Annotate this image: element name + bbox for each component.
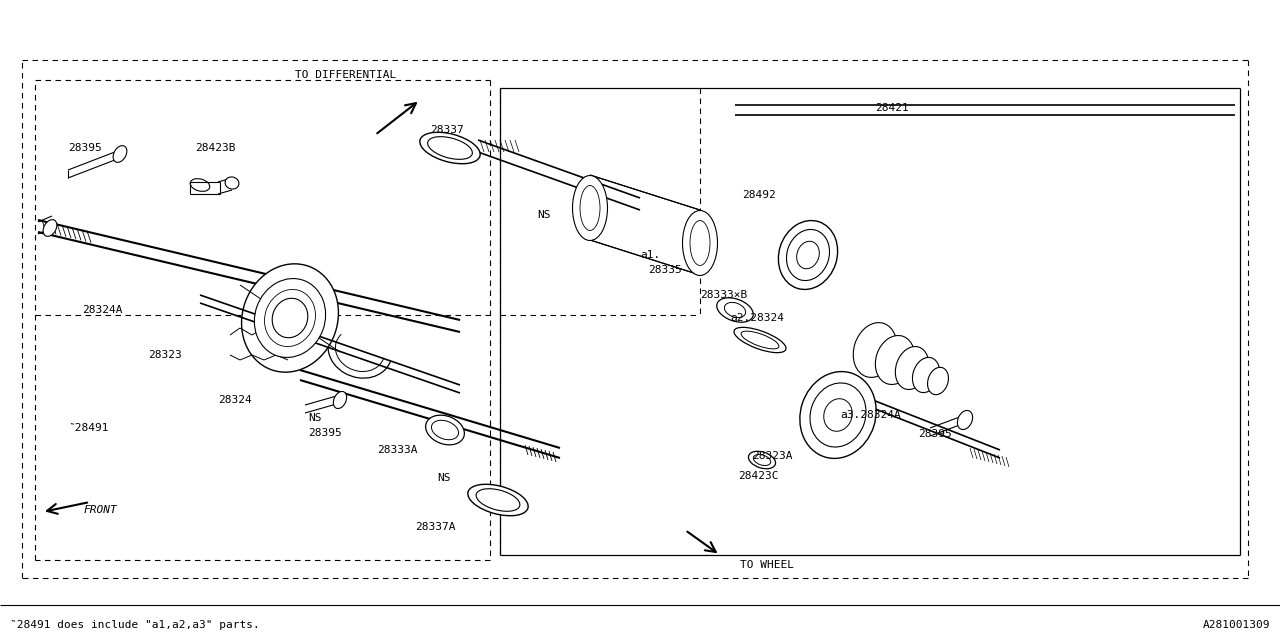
Text: 28333A: 28333A xyxy=(378,445,417,455)
Text: 28323: 28323 xyxy=(148,350,182,360)
Text: TO WHEEL: TO WHEEL xyxy=(740,560,794,570)
Text: 28324A: 28324A xyxy=(82,305,123,315)
Ellipse shape xyxy=(426,415,465,445)
Ellipse shape xyxy=(957,410,973,429)
Text: TO DIFFERENTIAL: TO DIFFERENTIAL xyxy=(294,70,397,80)
Text: 28423C: 28423C xyxy=(739,471,778,481)
Ellipse shape xyxy=(717,298,753,322)
Ellipse shape xyxy=(800,372,877,458)
Text: 28337: 28337 xyxy=(430,125,463,135)
Text: a3.28324A: a3.28324A xyxy=(840,410,901,420)
Ellipse shape xyxy=(44,220,56,236)
Ellipse shape xyxy=(810,383,867,447)
Ellipse shape xyxy=(572,175,608,241)
Text: 28323A: 28323A xyxy=(753,451,792,461)
Ellipse shape xyxy=(420,132,480,164)
Ellipse shape xyxy=(225,177,239,189)
Text: ‶28491: ‶28491 xyxy=(68,423,109,433)
Ellipse shape xyxy=(928,367,948,395)
Text: 28395: 28395 xyxy=(68,143,101,153)
Text: 28421: 28421 xyxy=(876,103,909,113)
Ellipse shape xyxy=(682,211,718,275)
Text: FRONT: FRONT xyxy=(83,505,116,515)
Text: NS: NS xyxy=(436,473,451,483)
Text: 28333×B: 28333×B xyxy=(700,290,748,300)
Text: A281001309: A281001309 xyxy=(1202,620,1270,630)
Text: ‶28491 does include "a1,a2,a3" parts.: ‶28491 does include "a1,a2,a3" parts. xyxy=(10,620,260,630)
Text: 28395: 28395 xyxy=(308,428,342,438)
Ellipse shape xyxy=(273,298,307,338)
Ellipse shape xyxy=(113,146,127,163)
Text: 28324: 28324 xyxy=(218,395,252,405)
Ellipse shape xyxy=(333,392,347,408)
Text: 28337A: 28337A xyxy=(415,522,456,532)
Ellipse shape xyxy=(255,278,325,358)
Ellipse shape xyxy=(913,357,940,392)
Text: NS: NS xyxy=(538,210,550,220)
Ellipse shape xyxy=(854,323,897,378)
Ellipse shape xyxy=(786,229,829,280)
Text: a2.28324: a2.28324 xyxy=(730,313,785,323)
Text: 28395: 28395 xyxy=(918,429,952,439)
Ellipse shape xyxy=(749,451,776,468)
Text: 28335: 28335 xyxy=(648,265,682,275)
Ellipse shape xyxy=(242,264,338,372)
Text: a1.: a1. xyxy=(640,250,660,260)
Text: NS: NS xyxy=(308,413,321,423)
Ellipse shape xyxy=(733,327,786,353)
Ellipse shape xyxy=(876,335,915,385)
Text: 28492: 28492 xyxy=(742,190,776,200)
Ellipse shape xyxy=(895,346,929,390)
Text: 28423B: 28423B xyxy=(195,143,236,153)
Ellipse shape xyxy=(778,221,837,289)
Ellipse shape xyxy=(467,484,529,516)
